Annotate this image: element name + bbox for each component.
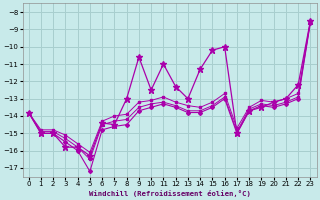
- X-axis label: Windchill (Refroidissement éolien,°C): Windchill (Refroidissement éolien,°C): [89, 190, 251, 197]
